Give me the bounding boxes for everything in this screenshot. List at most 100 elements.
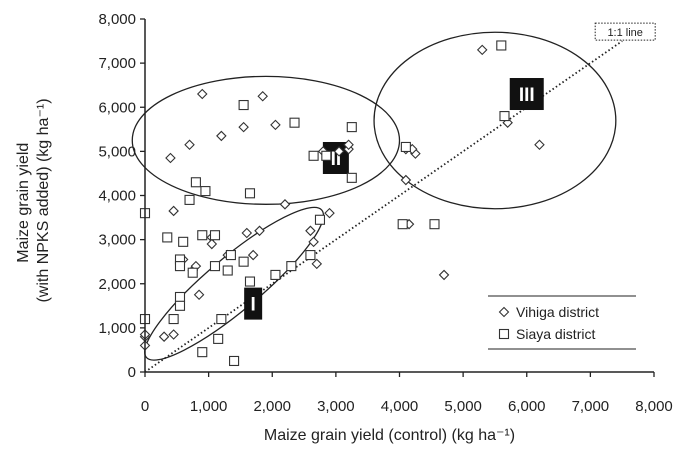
- cluster-label-box-iii: [509, 78, 544, 111]
- cluster-label-ii: II: [331, 149, 342, 170]
- point-vihiga-district: [254, 225, 265, 237]
- point-siaya-district: [238, 99, 249, 111]
- point-siaya-district: [197, 230, 208, 241]
- x-axis-title: Maize grain yield (control) (kg ha⁻¹): [264, 427, 515, 444]
- point-vihiga-district: [534, 139, 545, 151]
- x-tick-label: 0: [141, 398, 149, 415]
- cluster-ellipse-ii: [131, 75, 401, 205]
- y-tick-label: 1,000: [98, 320, 136, 337]
- legend-label-vihiga-district: Vihiga district: [516, 304, 599, 320]
- x-tick-label: 7,000: [572, 398, 610, 415]
- point-siaya-district: [346, 172, 357, 183]
- cluster-label-box-i: [244, 287, 263, 320]
- point-vihiga-district: [168, 329, 179, 340]
- y-axis-title-line-2: (with NPKS added) (kg ha⁻¹): [35, 98, 52, 302]
- x-tick-label: 6,000: [508, 398, 546, 415]
- y-tick-label: 6,000: [98, 99, 136, 116]
- legend-marker-siaya-district: [498, 328, 510, 340]
- point-siaya-district: [187, 267, 198, 278]
- cluster-label-i: I: [251, 295, 256, 316]
- y-axis-title: Maize grain yield (with NPKS added) (kg …: [15, 98, 52, 302]
- point-siaya-district: [225, 250, 236, 261]
- reference-line-label-box: [594, 22, 656, 41]
- point-vihiga-district: [305, 225, 316, 237]
- point-siaya-district: [168, 313, 179, 325]
- point-vihiga-district: [308, 236, 319, 248]
- point-vihiga-district: [165, 152, 176, 164]
- x-tick-label: 4,000: [381, 398, 419, 415]
- y-axis-title-line-1: Maize grain yield: [15, 143, 32, 263]
- point-siaya-district: [162, 232, 173, 243]
- point-vihiga-district: [184, 139, 195, 151]
- cluster-ellipse-iii: [373, 31, 617, 210]
- legend: Vihiga district Siaya district: [488, 295, 636, 350]
- point-siaya-district: [190, 177, 201, 188]
- point-vihiga-district: [193, 289, 205, 301]
- point-siaya-district: [174, 261, 186, 272]
- axis-titles: Maize grain yield (control) (kg ha⁻¹) Ma…: [15, 98, 515, 444]
- point-siaya-district: [184, 194, 195, 205]
- axes-layer: 0 1,000 2,000 3,000 4,000 5,000 6,000 7,000 8,00…: [98, 11, 672, 415]
- point-siaya-district: [200, 186, 211, 197]
- x-tick-label: 8,000: [635, 398, 673, 415]
- point-siaya-district: [209, 230, 221, 241]
- y-tick-label: 4,000: [98, 188, 136, 205]
- series-siaya-district: [139, 40, 510, 367]
- x-tick-label: 3,000: [317, 398, 355, 415]
- point-siaya-district: [308, 150, 319, 161]
- x-tick-label: 2,000: [253, 398, 291, 415]
- point-siaya-district: [178, 236, 189, 247]
- point-siaya-district: [305, 250, 316, 261]
- point-vihiga-district: [279, 199, 291, 210]
- point-siaya-district: [197, 347, 208, 358]
- point-vihiga-district: [400, 174, 412, 186]
- point-siaya-district: [496, 40, 507, 51]
- point-vihiga-district: [257, 90, 268, 102]
- x-tick-label: 1,000: [190, 398, 228, 415]
- point-vihiga-district: [241, 227, 253, 239]
- reference-line-label: 1:1 line: [607, 27, 642, 39]
- point-siaya-district: [244, 276, 256, 287]
- point-siaya-district: [397, 219, 408, 230]
- point-siaya-district: [314, 214, 326, 225]
- point-siaya-district: [213, 333, 224, 344]
- y-tick-label: 2,000: [98, 276, 136, 293]
- series-vihiga-district: [139, 44, 545, 351]
- point-siaya-district: [244, 188, 256, 199]
- point-siaya-district: [429, 219, 440, 230]
- y-tick-label: 0: [128, 364, 136, 381]
- point-vihiga-district: [333, 146, 345, 157]
- legend-marker-vihiga-district: [498, 306, 510, 318]
- point-vihiga-district: [158, 331, 170, 342]
- point-vihiga-district: [476, 44, 488, 56]
- cluster-label-iii: III: [519, 85, 535, 106]
- point-layer: [139, 40, 545, 367]
- point-siaya-district: [238, 256, 249, 267]
- point-siaya-district: [270, 269, 281, 280]
- point-siaya-district: [222, 265, 233, 276]
- point-vihiga-district: [168, 205, 179, 217]
- x-tick-label: 5,000: [444, 398, 482, 415]
- point-siaya-district: [229, 355, 240, 367]
- point-siaya-district: [499, 111, 510, 122]
- cluster-ellipse-i: [144, 206, 325, 361]
- point-siaya-district: [174, 291, 186, 303]
- point-vihiga-district: [206, 238, 218, 250]
- point-siaya-district: [346, 122, 357, 133]
- y-tick-label: 8,000: [98, 11, 136, 28]
- point-vihiga-district: [238, 121, 249, 133]
- y-tick-label: 5,000: [98, 143, 136, 160]
- point-vihiga-district: [343, 139, 354, 151]
- point-vihiga-district: [270, 119, 281, 131]
- point-siaya-district: [174, 300, 186, 311]
- point-siaya-district: [289, 117, 300, 128]
- point-vihiga-district: [311, 258, 323, 270]
- point-vihiga-district: [247, 249, 259, 261]
- point-siaya-district: [209, 261, 221, 272]
- y-tick-label: 7,000: [98, 55, 136, 72]
- point-vihiga-district: [216, 130, 227, 142]
- point-vihiga-district: [438, 269, 450, 281]
